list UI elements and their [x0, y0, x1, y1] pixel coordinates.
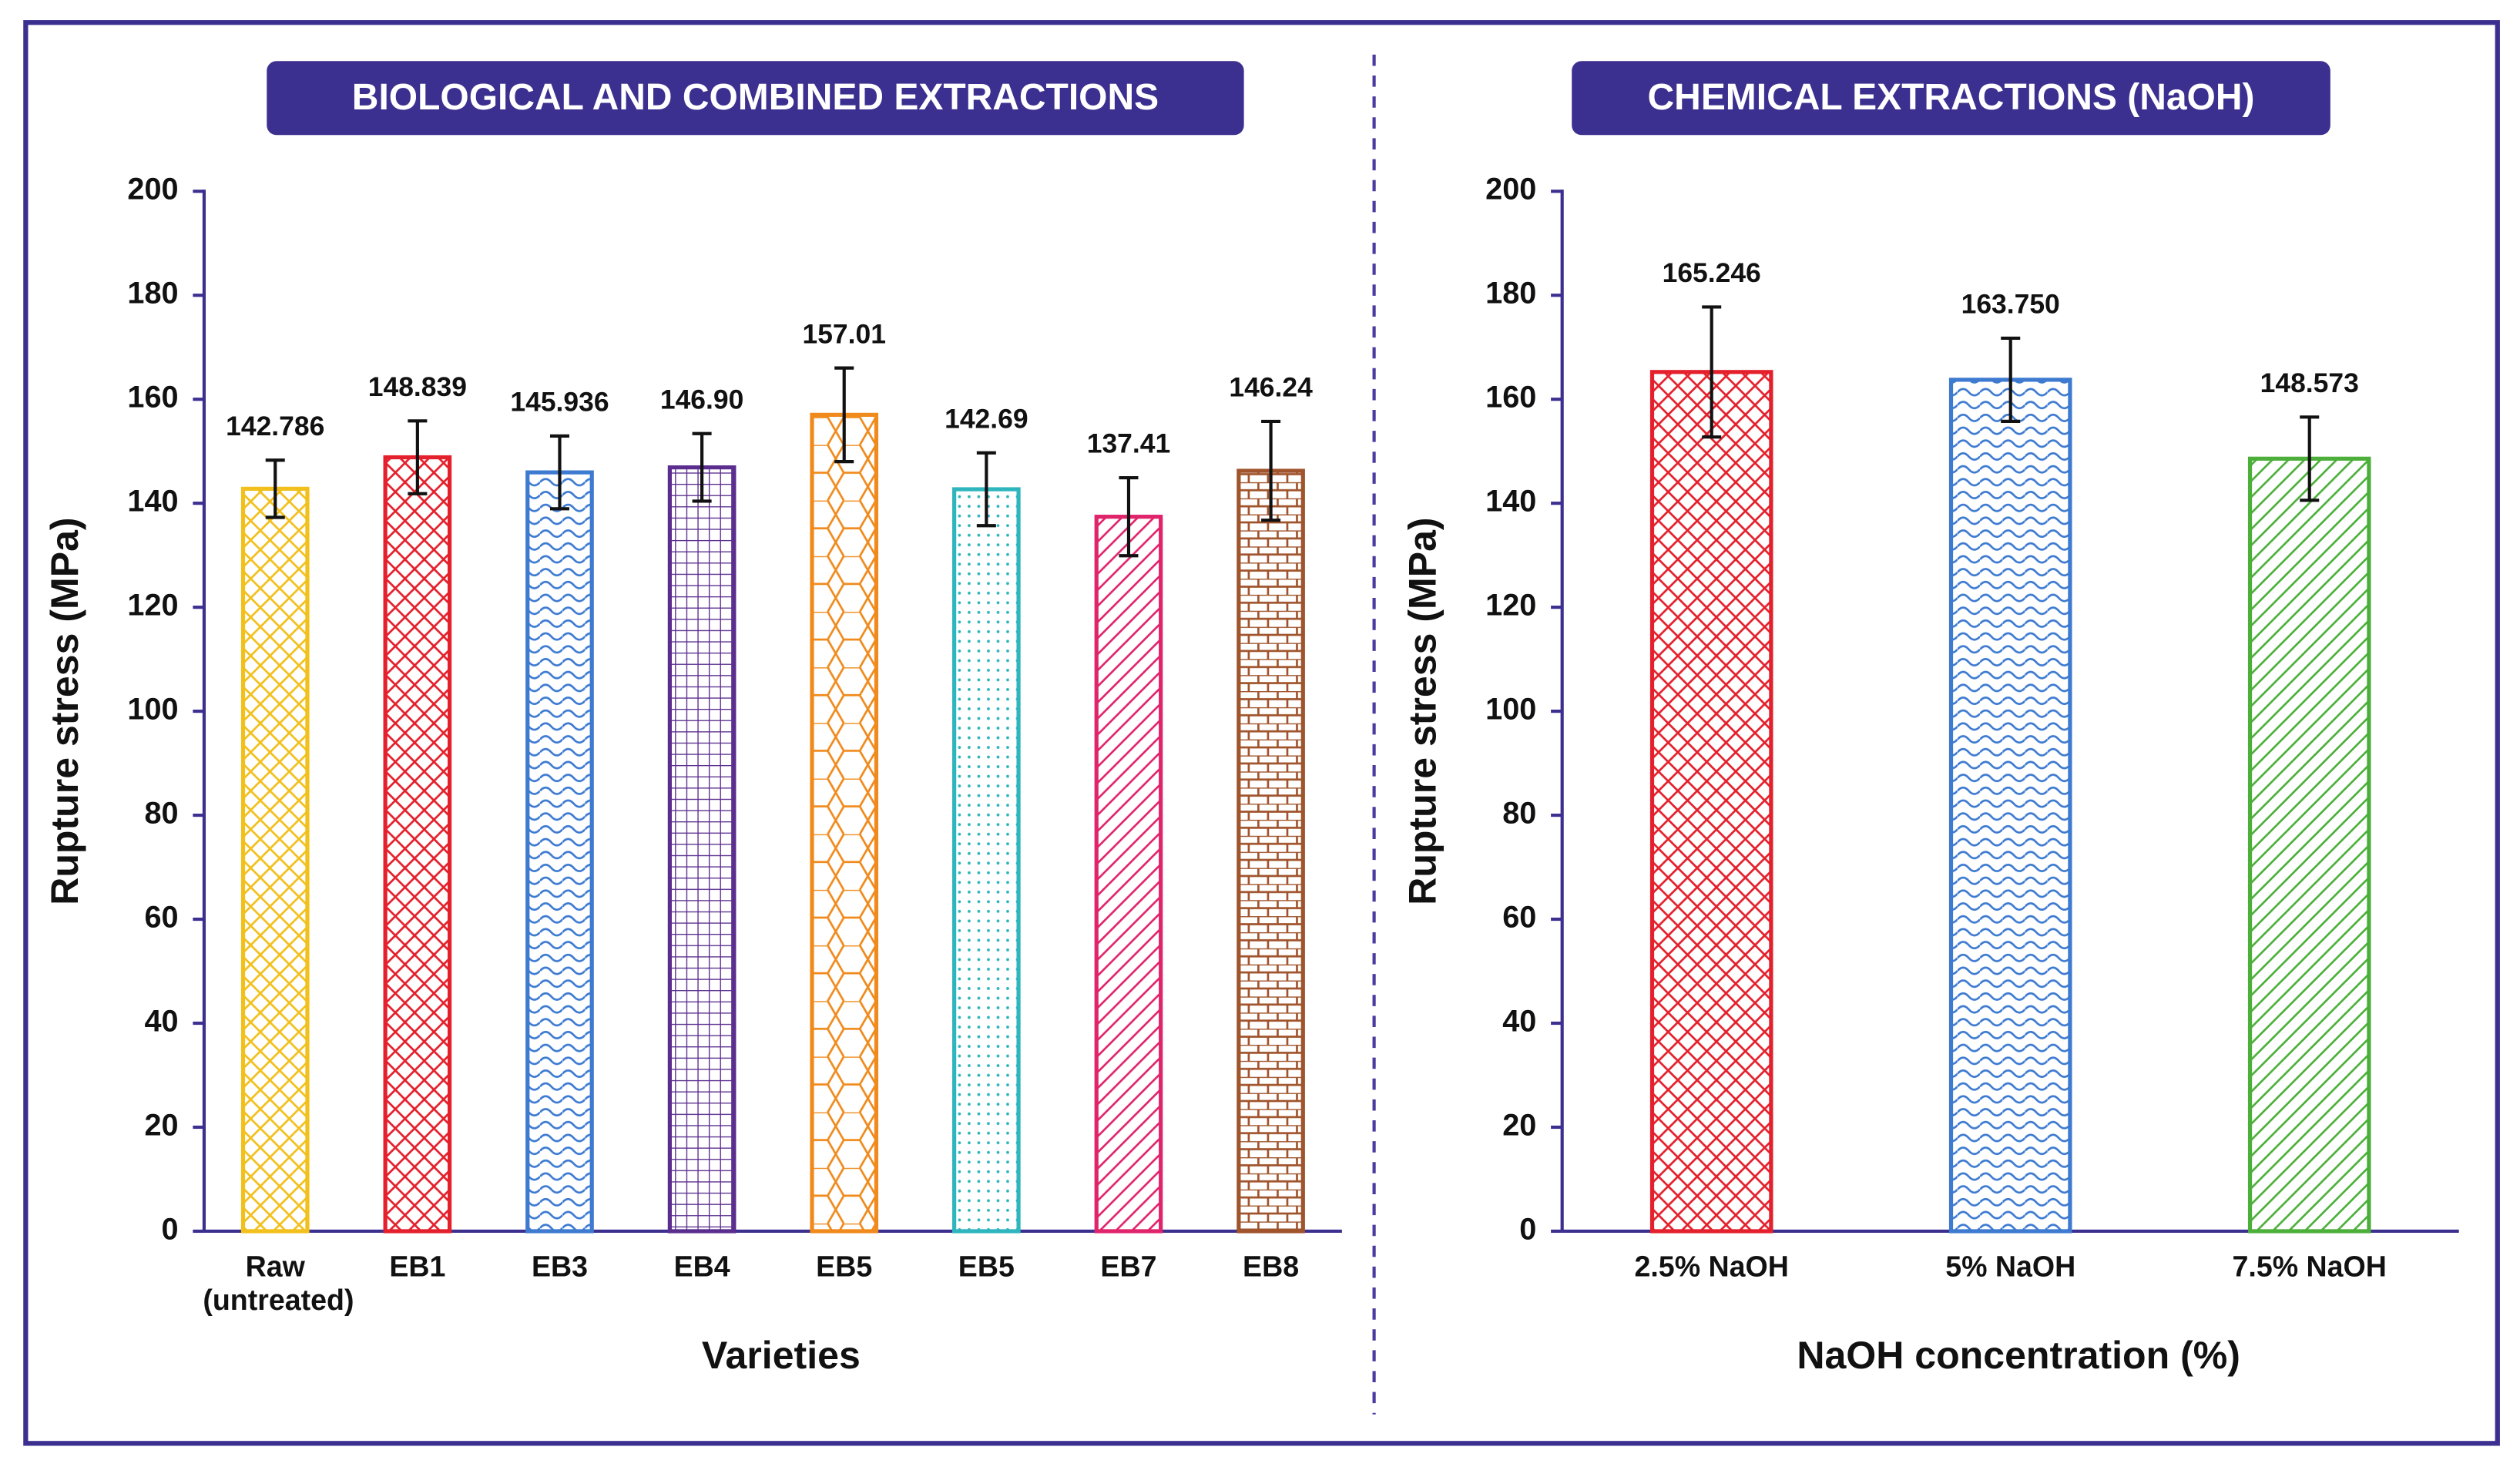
x-tick-label: EB5: [816, 1250, 873, 1283]
chart-title: BIOLOGICAL AND COMBINED EXTRACTIONS: [352, 77, 1159, 118]
x-tick-label: EB8: [1243, 1250, 1300, 1283]
error-bar: [408, 419, 428, 495]
x-tick-label: EB7: [1100, 1250, 1157, 1283]
y-tick-label: 200: [127, 173, 178, 206]
x-axis-label: Varieties: [702, 1334, 861, 1377]
x-tick-label-box: EB7: [1100, 1250, 1157, 1283]
y-axis-label: Rupture stress (MPa): [43, 517, 86, 905]
bar: [525, 470, 594, 1234]
bar: [240, 486, 310, 1234]
x-tick-label-box: 7.5% NaOH: [2232, 1250, 2387, 1283]
error-bar: [1702, 305, 1722, 439]
bar: [383, 455, 452, 1234]
y-tick-label: 80: [144, 797, 178, 831]
frame: [23, 20, 2500, 1446]
y-tick-label: 120: [127, 589, 178, 623]
x-tick-label: 2.5% NaOH: [1634, 1250, 1789, 1283]
y-tick-label: 80: [1502, 797, 1536, 831]
y-tick-label: 0: [1519, 1212, 1536, 1246]
chart-title: CHEMICAL EXTRACTIONS (NaOH): [1648, 77, 2255, 118]
y-tick-label: 20: [144, 1108, 178, 1142]
x-tick-label-box: EB1: [389, 1250, 446, 1283]
y-tick-label: 0: [162, 1212, 179, 1246]
error-bar: [692, 431, 712, 503]
bar: [810, 412, 879, 1234]
title-badge: [1572, 61, 2330, 136]
error-bar: [1261, 419, 1281, 522]
y-tick-label: 160: [127, 381, 178, 415]
x-tick-label: EB3: [531, 1250, 588, 1283]
x-tick-label-box: 2.5% NaOH: [1634, 1250, 1789, 1283]
y-axis-label: Rupture stress (MPa): [1401, 517, 1445, 905]
bar: [1649, 370, 1773, 1234]
value-label: 142.69: [945, 403, 1028, 434]
value-label: 137.41: [1087, 428, 1170, 459]
x-tick-label-box: EB8: [1243, 1250, 1300, 1283]
x-tick-label: EB4: [673, 1250, 730, 1283]
value-label: 146.90: [660, 384, 743, 415]
x-tick-label: 7.5% NaOH: [2232, 1250, 2387, 1283]
y-tick-label: 40: [144, 1004, 178, 1038]
x-tick-label-box: Raw (untreated): [203, 1250, 354, 1317]
value-label: 145.936: [510, 387, 609, 418]
y-tick-label: 40: [1502, 1004, 1536, 1038]
y-tick-label: 140: [1485, 485, 1536, 519]
y-tick-label: 60: [1502, 901, 1536, 935]
error-bar: [1119, 475, 1139, 558]
x-tick-label-box: EB4: [673, 1250, 730, 1283]
x-tick-label-box: 5% NaOH: [1945, 1250, 2076, 1283]
value-label: 148.573: [2260, 368, 2359, 398]
error-bar: [549, 434, 569, 511]
title-badge: [267, 61, 1244, 136]
bar: [1948, 378, 2072, 1234]
value-label: 165.246: [1663, 257, 1761, 288]
x-tick-label: EB5: [958, 1250, 1015, 1283]
x-tick-label: 5% NaOH: [1945, 1250, 2076, 1283]
value-label: 142.786: [226, 411, 324, 441]
x-tick-label: EB1: [389, 1250, 446, 1283]
y-tick-label: 140: [127, 485, 178, 519]
y-tick-label: 60: [144, 901, 178, 935]
value-label: 148.839: [368, 371, 467, 402]
x-tick-label: Raw (untreated): [203, 1250, 354, 1317]
bar: [1237, 468, 1305, 1234]
x-tick-label-box: EB5: [958, 1250, 1015, 1283]
bar: [2247, 456, 2371, 1234]
value-label: 146.24: [1229, 372, 1313, 403]
y-tick-label: 200: [1485, 173, 1536, 206]
y-tick-label: 100: [127, 693, 178, 727]
y-tick-label: 100: [1485, 693, 1536, 727]
bar: [1094, 515, 1163, 1234]
x-tick-label-box: EB3: [531, 1250, 588, 1283]
error-bar: [265, 458, 285, 519]
y-tick-label: 160: [1485, 381, 1536, 415]
y-tick-label: 20: [1502, 1108, 1536, 1142]
x-tick-label-box: EB5: [816, 1250, 873, 1283]
error-bar: [2001, 336, 2021, 423]
error-bar: [2300, 415, 2320, 502]
error-bar: [976, 451, 996, 528]
bar: [952, 487, 1021, 1234]
x-axis-label: NaOH concentration (%): [1797, 1334, 2240, 1377]
error-bar: [834, 366, 854, 464]
y-tick-label: 120: [1485, 589, 1536, 623]
value-label: 157.01: [803, 318, 886, 349]
bar: [667, 465, 737, 1234]
y-tick-label: 180: [127, 277, 178, 311]
y-tick-label: 180: [1485, 277, 1536, 311]
value-label: 163.750: [1961, 289, 2060, 320]
